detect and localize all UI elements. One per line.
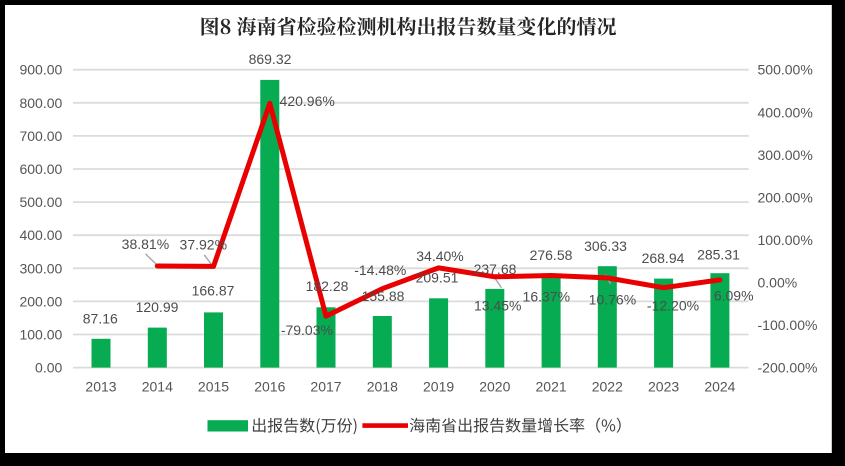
svg-text:2019: 2019	[423, 378, 454, 394]
svg-text:869.32: 869.32	[249, 51, 292, 67]
svg-text:2014: 2014	[142, 378, 173, 394]
svg-text:100.00: 100.00	[19, 327, 62, 343]
svg-text:600.00: 600.00	[19, 161, 62, 177]
svg-text:268.94: 268.94	[642, 250, 685, 266]
svg-text:300.00%: 300.00%	[758, 147, 813, 163]
svg-text:-79.03%: -79.03%	[281, 322, 333, 338]
svg-text:-200.00%: -200.00%	[758, 360, 818, 376]
svg-text:38.81%: 38.81%	[122, 236, 169, 252]
svg-text:34.40%: 34.40%	[416, 248, 463, 264]
svg-text:2022: 2022	[592, 378, 623, 394]
svg-text:2021: 2021	[536, 378, 567, 394]
svg-text:100.00%: 100.00%	[758, 232, 813, 248]
svg-text:800.00: 800.00	[19, 95, 62, 111]
svg-text:200.00%: 200.00%	[758, 189, 813, 205]
svg-text:285.31: 285.31	[697, 246, 740, 262]
svg-text:10.76%: 10.76%	[589, 292, 636, 308]
svg-text:209.51: 209.51	[416, 270, 459, 286]
svg-text:306.33: 306.33	[584, 238, 627, 254]
svg-text:-12.20%: -12.20%	[647, 298, 699, 314]
svg-text:700.00: 700.00	[19, 128, 62, 144]
svg-text:16.37%: 16.37%	[523, 288, 570, 304]
svg-text:420.96%: 420.96%	[280, 93, 335, 109]
svg-text:155.88: 155.88	[362, 288, 405, 304]
svg-text:13.45%: 13.45%	[474, 298, 521, 314]
svg-text:900.00: 900.00	[19, 62, 62, 78]
svg-text:200.00: 200.00	[19, 293, 62, 309]
svg-text:-14.48%: -14.48%	[354, 262, 406, 278]
svg-text:87.16: 87.16	[83, 310, 118, 326]
svg-text:400.00: 400.00	[19, 227, 62, 243]
svg-text:500.00: 500.00	[19, 194, 62, 210]
svg-text:120.99: 120.99	[136, 299, 179, 315]
svg-text:2016: 2016	[254, 378, 285, 394]
svg-text:400.00%: 400.00%	[758, 104, 813, 120]
svg-text:500.00%: 500.00%	[758, 62, 813, 78]
svg-text:6.09%: 6.09%	[714, 287, 754, 303]
svg-text:0.00: 0.00	[35, 360, 62, 376]
svg-text:2020: 2020	[479, 378, 510, 394]
svg-text:37.92%: 37.92%	[180, 236, 227, 252]
svg-text:2015: 2015	[198, 378, 229, 394]
svg-text:2024: 2024	[704, 378, 735, 394]
svg-text:0.00%: 0.00%	[758, 275, 798, 291]
svg-text:182.28: 182.28	[306, 278, 349, 294]
svg-text:2023: 2023	[648, 378, 679, 394]
svg-text:2013: 2013	[85, 378, 116, 394]
svg-text:2017: 2017	[310, 378, 341, 394]
svg-text:-100.00%: -100.00%	[758, 317, 818, 333]
svg-text:166.87: 166.87	[192, 283, 235, 299]
svg-text:276.58: 276.58	[530, 247, 573, 263]
svg-text:2018: 2018	[367, 378, 398, 394]
svg-text:237.68: 237.68	[474, 261, 517, 277]
svg-text:300.00: 300.00	[19, 260, 62, 276]
